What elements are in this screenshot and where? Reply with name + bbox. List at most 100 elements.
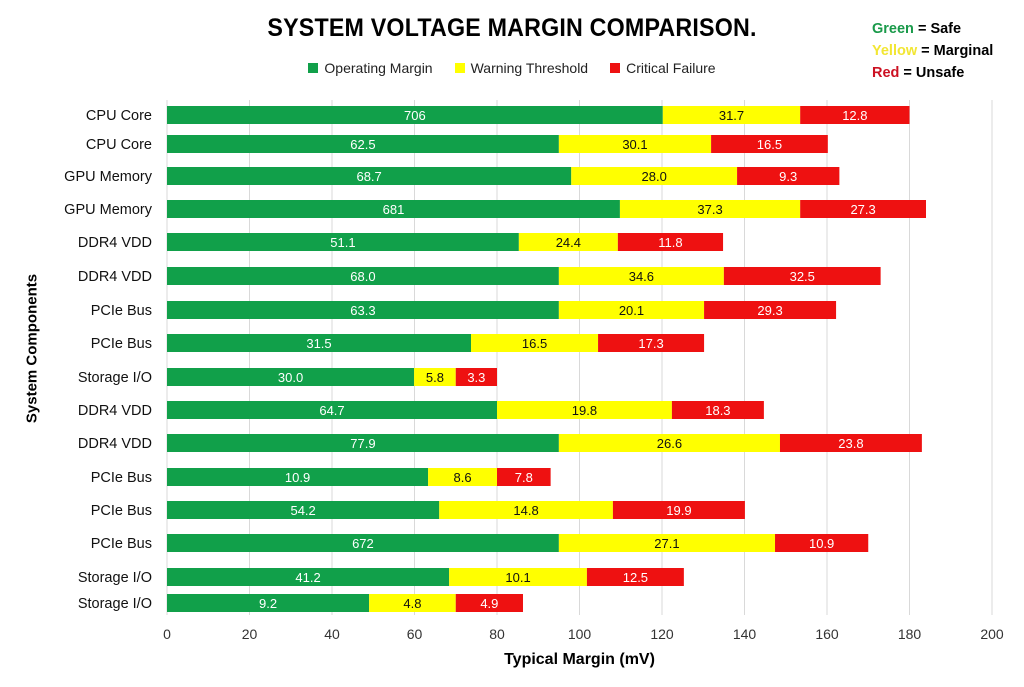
data-label: 26.6 (657, 436, 682, 451)
x-tick-label: 100 (568, 626, 592, 642)
y-tick-label: PCIe Bus (91, 503, 152, 519)
y-tick-label: DDR4 VDD (78, 403, 152, 419)
note-unsafe: Red = Unsafe (872, 62, 993, 84)
bar-segment-operating-margin (167, 267, 559, 285)
y-tick-label: CPU Core (86, 137, 152, 153)
y-tick-label: PCIe Bus (91, 536, 152, 552)
bar-segment-operating-margin (167, 167, 572, 185)
bar-segment-operating-margin (167, 534, 559, 552)
data-label: 9.2 (259, 596, 277, 611)
bar-segment-warning-threshold (558, 267, 724, 285)
data-label: 672 (352, 536, 374, 551)
bar-segment-operating-margin (167, 301, 559, 319)
data-label: 9.3 (779, 169, 797, 184)
data-label: 4.9 (480, 596, 498, 611)
data-label: 17.3 (638, 336, 663, 351)
legend-swatch (308, 63, 319, 73)
note-marginal: Yellow = Marginal (872, 40, 993, 62)
data-label: 31.7 (719, 108, 744, 123)
y-tick-label: Storage I/O (78, 370, 152, 386)
legend: Operating Margin Warning Threshold Criti… (0, 60, 1024, 76)
bar-segment-operating-margin (167, 501, 440, 519)
data-label: 34.6 (629, 269, 654, 284)
bar-segment-critical-failure (711, 135, 828, 153)
bar-segment-warning-threshold (558, 135, 712, 153)
legend-item-critical-failure: Critical Failure (610, 60, 716, 76)
legend-label: Warning Threshold (470, 60, 589, 76)
y-tick-label: DDR4 VDD (78, 436, 152, 452)
data-label: 68.0 (350, 269, 375, 284)
data-label: 37.3 (697, 202, 722, 217)
bar-segment-critical-failure (800, 106, 910, 124)
data-label: 30.0 (278, 370, 303, 385)
data-label: 54.2 (290, 503, 315, 518)
bar-segment-critical-failure (779, 434, 922, 452)
data-label: 10.9 (809, 536, 834, 551)
data-label: 68.7 (356, 169, 381, 184)
bar-segment-operating-margin (167, 106, 663, 124)
data-label: 51.1 (330, 235, 355, 250)
data-label: 62.5 (350, 137, 375, 152)
bar-segment-warning-threshold (439, 501, 613, 519)
x-tick-label: 40 (324, 626, 340, 642)
x-tick-label: 140 (733, 626, 757, 642)
bar-segment-critical-failure (775, 534, 869, 552)
data-label: 10.9 (285, 470, 310, 485)
bar-segment-critical-failure (455, 594, 523, 612)
bar-segment-operating-margin (167, 200, 620, 218)
note-word: Red (872, 65, 900, 81)
data-label: 19.8 (572, 403, 597, 418)
x-tick-label: 60 (407, 626, 423, 642)
y-tick-label: DDR4 VDD (78, 235, 152, 251)
bar-segment-warning-threshold (558, 434, 780, 452)
data-label: 28.0 (642, 169, 667, 184)
y-tick-label: GPU Memory (64, 169, 153, 185)
data-label: 77.9 (350, 436, 375, 451)
data-label: 3.3 (467, 370, 485, 385)
legend-label: Operating Margin (324, 60, 433, 76)
data-label: 41.2 (295, 570, 320, 585)
data-label: 5.8 (426, 370, 444, 385)
data-label: 8.6 (454, 470, 472, 485)
bar-segment-operating-margin (167, 468, 429, 486)
x-tick-label: 200 (980, 626, 1004, 642)
x-axis-title: Typical Margin (mV) (504, 651, 655, 668)
data-label: 20.1 (619, 303, 644, 318)
data-label: 19.9 (666, 503, 691, 518)
data-label: 7.8 (515, 470, 533, 485)
bar-segment-operating-margin (167, 334, 472, 352)
legend-item-operating-margin: Operating Margin (308, 60, 433, 76)
bar-segment-operating-margin (167, 568, 450, 586)
data-label: 681 (383, 202, 405, 217)
bar-segment-critical-failure (598, 334, 705, 352)
bar-segment-critical-failure (671, 401, 764, 419)
y-tick-label: Storage I/O (78, 570, 152, 586)
bar-segment-warning-threshold (414, 368, 456, 386)
x-tick-label: 180 (898, 626, 922, 642)
x-tick-label: 120 (650, 626, 674, 642)
data-label: 16.5 (757, 137, 782, 152)
bar-segment-warning-threshold (662, 106, 801, 124)
data-label: 23.8 (838, 436, 863, 451)
data-label: 18.3 (705, 403, 730, 418)
y-tick-label: PCIe Bus (91, 336, 152, 352)
bar-segment-operating-margin (167, 368, 415, 386)
y-axis-title: System Components (23, 273, 41, 424)
data-label: 12.5 (623, 570, 648, 585)
bar-segment-operating-margin (167, 594, 370, 612)
bar-segment-warning-threshold (518, 233, 618, 251)
data-label: 24.4 (556, 235, 581, 250)
x-tick-label: 160 (815, 626, 839, 642)
note-text: = Safe (913, 21, 962, 37)
bar-segment-operating-margin (167, 233, 519, 251)
legend-label: Critical Failure (626, 60, 716, 76)
bar-segment-operating-margin (167, 135, 559, 153)
data-label: 29.3 (757, 303, 782, 318)
bar-segment-critical-failure (617, 233, 724, 251)
legend-swatch (610, 63, 621, 73)
y-tick-label: DDR4 VDD (78, 269, 152, 285)
bar-segment-critical-failure (800, 200, 926, 218)
bar-segment-critical-failure (586, 568, 684, 586)
